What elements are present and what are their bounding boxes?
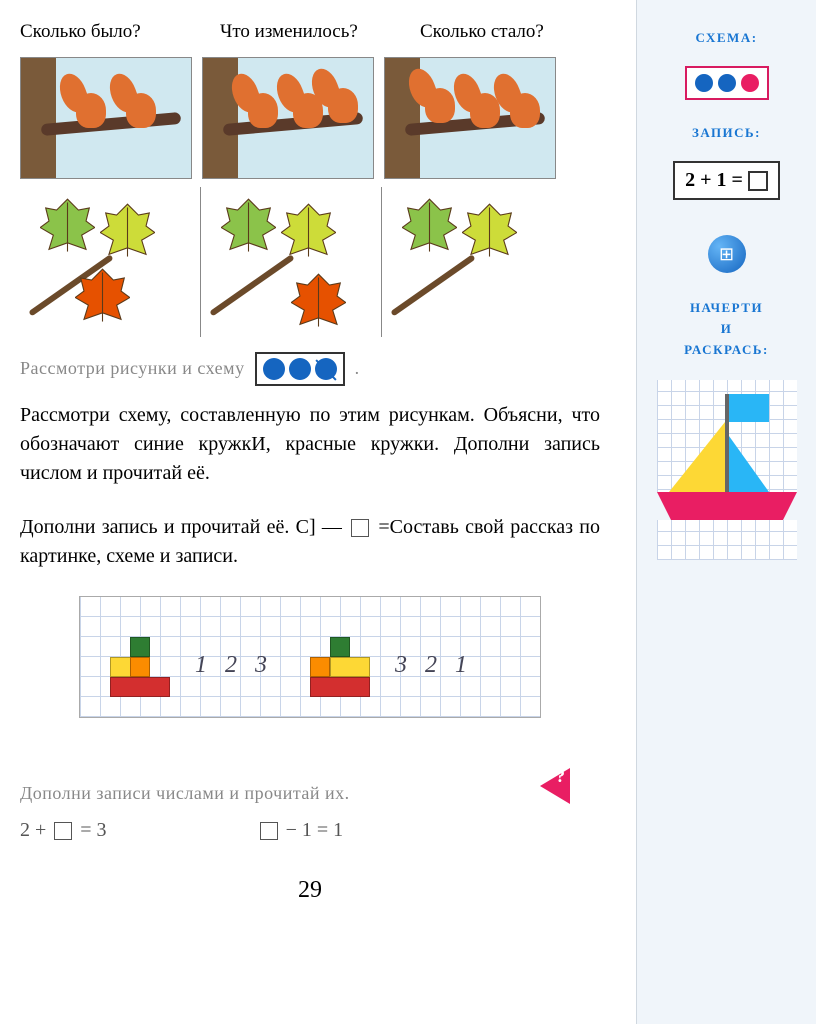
questions-row: Сколько было? Что изменилось? Сколько ст… (20, 20, 600, 45)
triangle-marker (540, 768, 570, 804)
squirrel-pic-2 (202, 57, 374, 179)
circles-diagram (255, 352, 345, 386)
main-content: Сколько было? Что изменилось? Сколько ст… (0, 0, 620, 924)
page-number: 29 (20, 877, 600, 904)
inline-box (351, 519, 369, 537)
expression-box: 2 + 1 = (673, 161, 780, 200)
paragraph-2: Дополни запись и прочитай её. С] — =Сост… (20, 513, 600, 571)
sidebar: СХЕМА: ЗАПИСЬ: 2 + 1 = ⊞ НАЧЕРТИ И РАСКР… (636, 0, 816, 1024)
grid-icon-button[interactable]: ⊞ (708, 235, 746, 273)
squirrel-row (20, 57, 600, 179)
eq-blank-2 (260, 822, 278, 840)
equation-2: − 1 = 1 (257, 819, 344, 842)
equation-1: 2 + = 3 (20, 819, 107, 842)
leaves-pic-1 (20, 187, 190, 337)
squirrel-pic-3 (384, 57, 556, 179)
boat-grid (657, 380, 797, 560)
expression-blank (748, 171, 768, 191)
squirrel-pic-1 (20, 57, 192, 179)
block-grid-figure: 1 2 3 3 2 1 (79, 596, 541, 718)
question-was: Сколько было? (20, 20, 180, 45)
sidebar-title-draw: НАЧЕРТИ И РАСКРАСЬ: (647, 298, 806, 360)
grid-number: 1 2 3 (195, 652, 273, 679)
question-became: Сколько стало? (420, 20, 580, 45)
sidebar-title-zapis: ЗАПИСЬ: (647, 125, 806, 141)
instruction-1: Рассмотри рисунки и схему . (20, 352, 600, 386)
schema-box (685, 66, 769, 100)
leaves-pic-3 (381, 187, 552, 337)
question-changed: Что изменилось? (220, 20, 380, 45)
triangle-q: ? (556, 766, 565, 787)
eq-blank-1 (54, 822, 72, 840)
equations-row: 2 + = 3 − 1 = 1 (20, 819, 600, 842)
grid-number: 3 2 1 (395, 652, 473, 679)
bottom-section: ? Дополни записи числами и прочитай их. … (20, 768, 600, 842)
bottom-instruction: Дополни записи числами и прочитай их. (20, 783, 600, 804)
leaves-pic-2 (200, 187, 371, 337)
paragraph-1: Рассмотри схему, составленную по этим ри… (20, 401, 600, 488)
instruction-1-text: Рассмотри рисунки и схему (20, 358, 245, 379)
leaves-row (20, 187, 600, 337)
sidebar-title-schema: СХЕМА: (647, 30, 806, 46)
